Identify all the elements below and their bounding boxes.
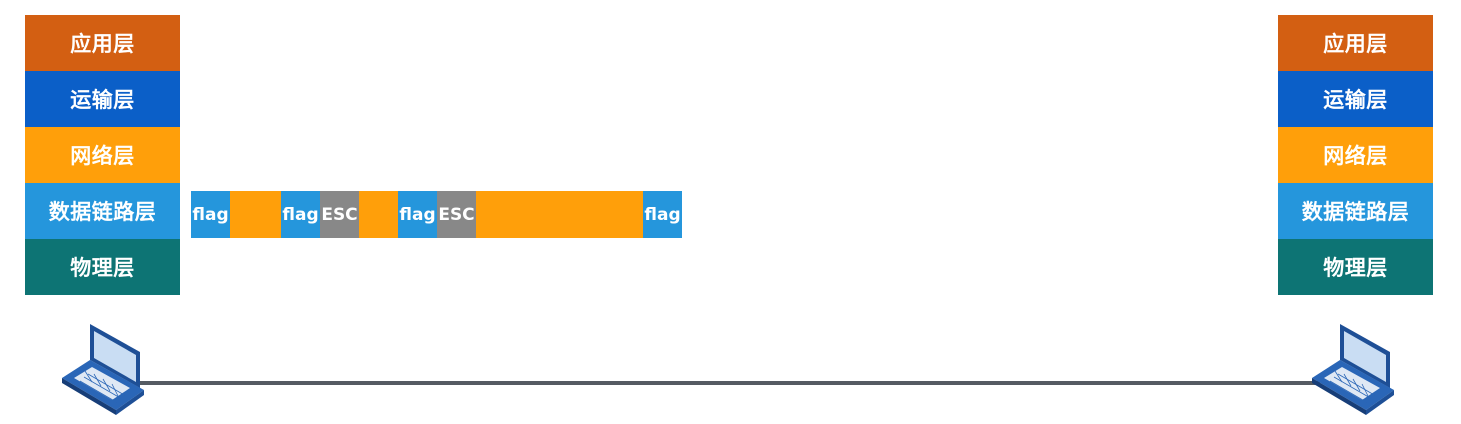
application-layer: 应用层 — [1278, 15, 1433, 71]
transmission-cable — [140, 381, 1320, 385]
frame-esc: ESC — [320, 191, 359, 238]
frame: flag flag ESC flag ESC flag — [191, 191, 682, 238]
physical-layer: 物理层 — [25, 239, 180, 295]
frame-stuffed-flag: flag — [398, 191, 437, 238]
network-layer: 网络层 — [1278, 127, 1433, 183]
frame-esc: ESC — [437, 191, 476, 238]
network-layer: 网络层 — [25, 127, 180, 183]
laptop-icon — [1312, 324, 1394, 415]
transport-layer: 运输层 — [1278, 71, 1433, 127]
frame-data-segment — [359, 191, 398, 238]
frame-flag-end: flag — [643, 191, 682, 238]
right-protocol-stack: 应用层 运输层 网络层 数据链路层 物理层 — [1278, 15, 1433, 295]
frame-data-segment — [230, 191, 281, 238]
frame-flag-start: flag — [191, 191, 230, 238]
application-layer: 应用层 — [25, 15, 180, 71]
physical-layer: 物理层 — [1278, 239, 1433, 295]
laptop-icon — [62, 324, 144, 415]
left-protocol-stack: 应用层 运输层 网络层 数据链路层 物理层 — [25, 15, 180, 295]
data-link-layer: 数据链路层 — [1278, 183, 1433, 239]
data-link-layer: 数据链路层 — [25, 183, 180, 239]
frame-stuffed-flag: flag — [281, 191, 320, 238]
transport-layer: 运输层 — [25, 71, 180, 127]
frame-data-segment — [476, 191, 643, 238]
